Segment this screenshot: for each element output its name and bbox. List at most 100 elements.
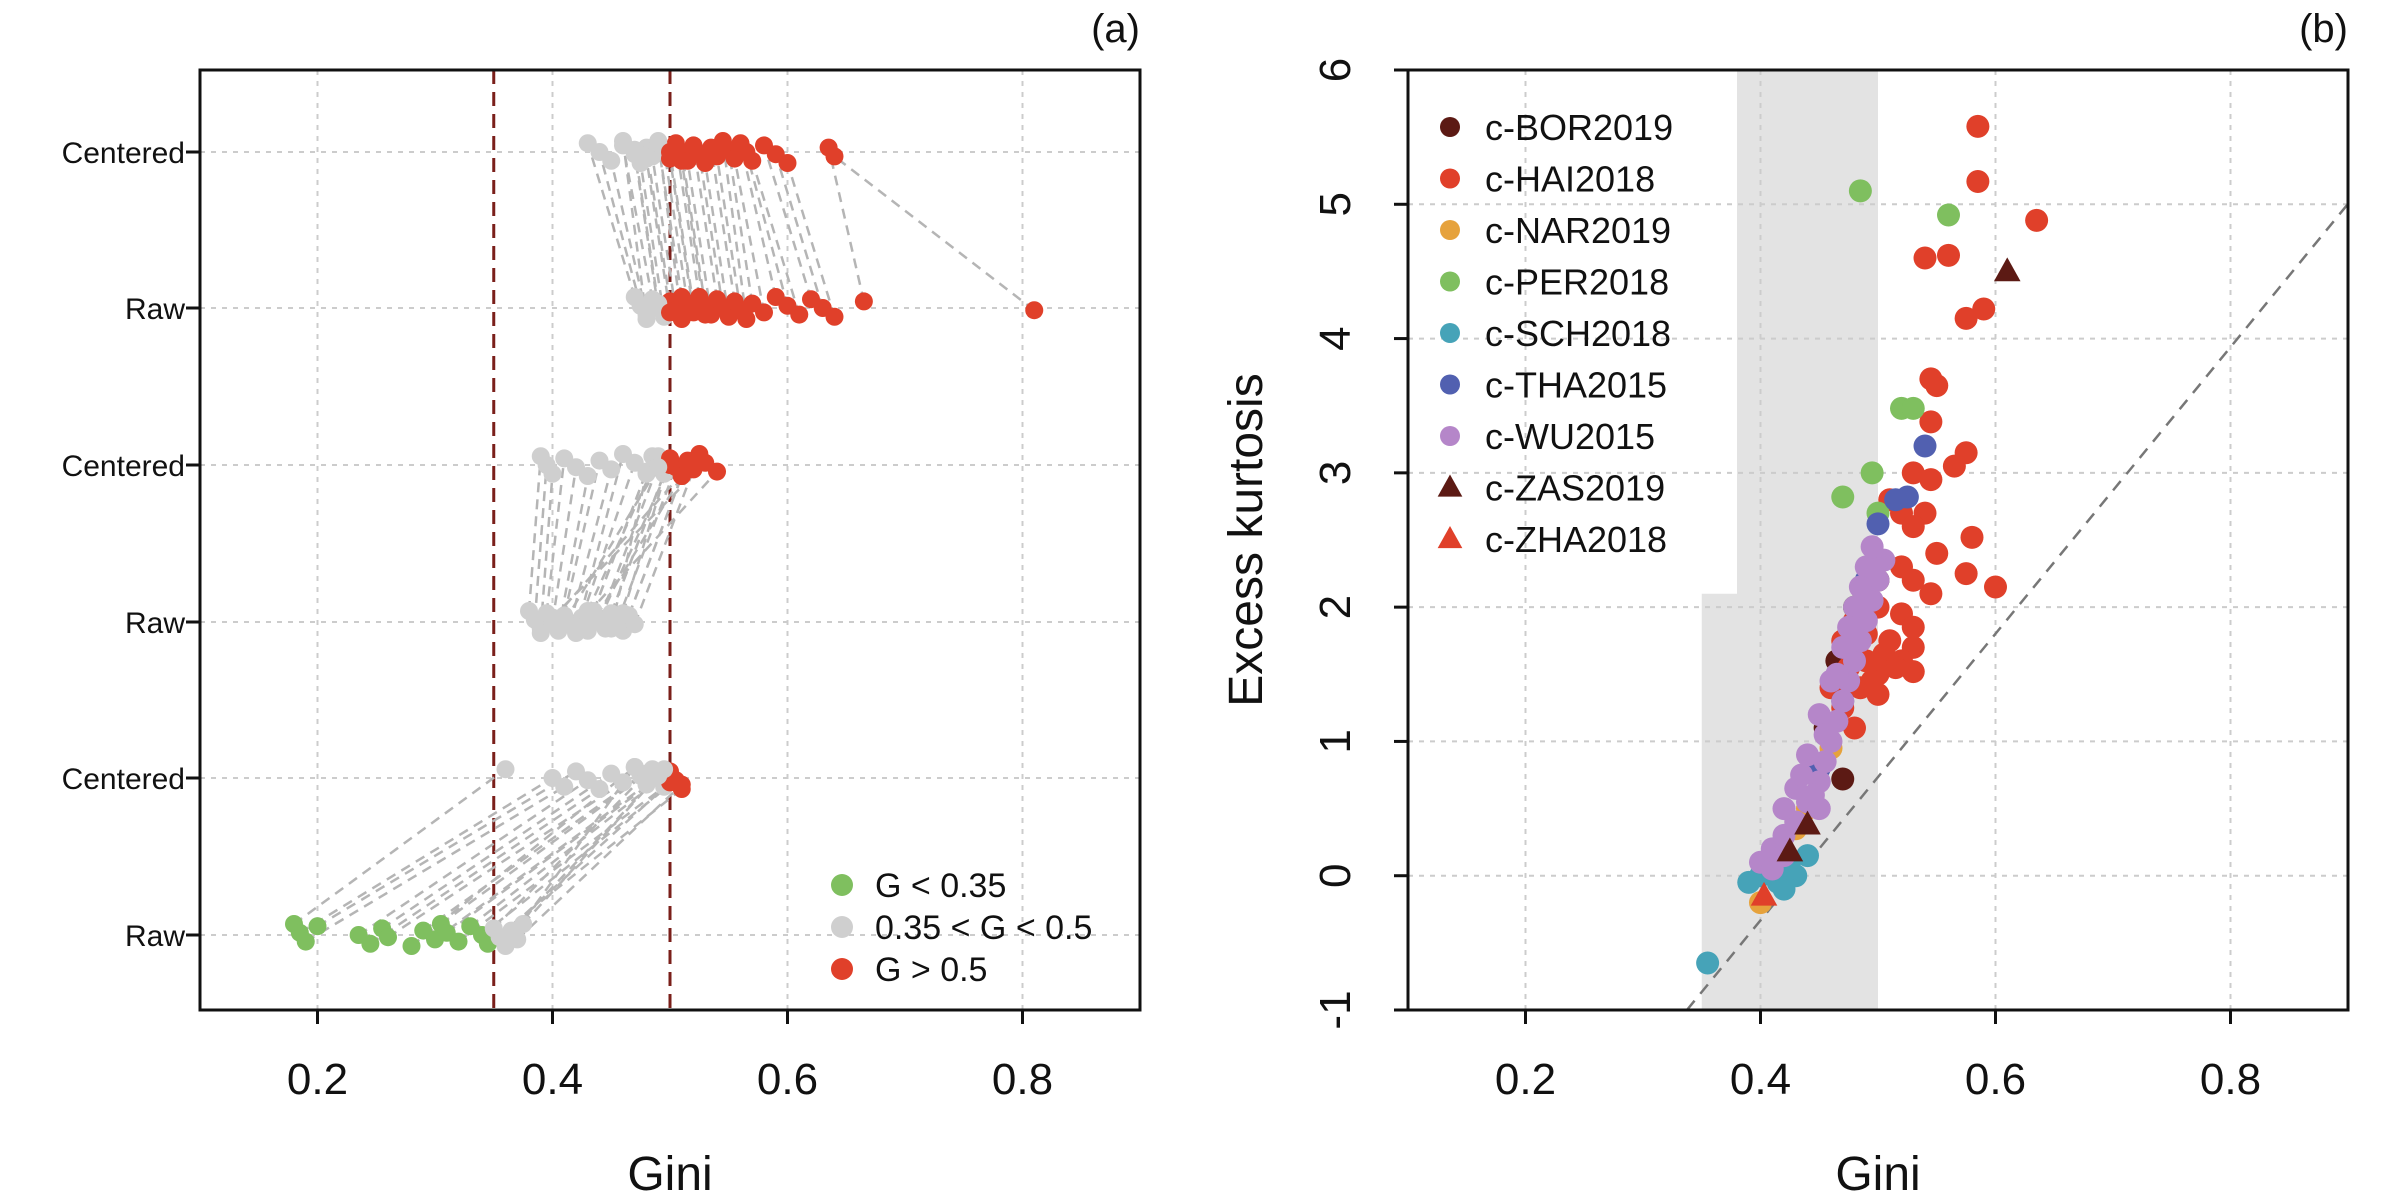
raw-point — [854, 292, 873, 311]
connector-line — [446, 776, 659, 934]
raw-point — [402, 937, 421, 955]
data-point — [1825, 662, 1849, 686]
data-point — [1813, 723, 1837, 747]
legend-marker — [1440, 271, 1460, 292]
centered-point — [496, 760, 515, 779]
y-tick-label: 0 — [1311, 863, 1360, 887]
connector-line — [469, 770, 671, 928]
connector-line — [833, 155, 1036, 312]
x-tick-label: 0.4 — [1730, 1055, 1791, 1104]
panel-a-points — [285, 132, 1044, 955]
data-point — [1954, 306, 1978, 330]
raw-point — [661, 303, 679, 322]
legend-label: c-NAR2019 — [1485, 210, 1671, 251]
data-point — [1901, 615, 1925, 639]
raw-point — [790, 305, 809, 324]
data-point — [1937, 243, 1960, 267]
data-point-triangle — [1750, 881, 1778, 906]
connector-line — [721, 140, 748, 320]
connector-line — [575, 470, 718, 628]
connector-line — [786, 162, 836, 318]
centered-point — [672, 467, 691, 485]
connector-line — [563, 460, 601, 616]
data-point — [1837, 615, 1861, 639]
connector-line — [633, 468, 695, 625]
raw-point — [696, 305, 715, 324]
connector-line — [580, 462, 636, 619]
centered-point — [614, 773, 632, 792]
connector-line — [516, 783, 683, 941]
raw-point — [578, 621, 597, 640]
panel-a-category-labels: Raw Centered Raw Centered Raw Centered — [62, 137, 200, 953]
legend-label: c-THA2015 — [1485, 365, 1667, 406]
centered-point — [649, 458, 668, 477]
raw-point — [637, 310, 656, 328]
connector-line — [651, 156, 678, 311]
connector-line — [680, 151, 707, 306]
y-tick-label: 3 — [1311, 461, 1360, 485]
connector-line — [762, 145, 813, 300]
connector-line — [715, 156, 742, 311]
x-tick-label: 0.6 — [757, 1055, 818, 1104]
raw-point — [508, 930, 527, 949]
data-point — [1796, 743, 1819, 767]
connector-line — [422, 774, 642, 932]
connector-line — [557, 475, 589, 632]
connector-line — [621, 145, 654, 300]
data-point — [1919, 468, 1943, 492]
data-point-triangle — [1993, 257, 2021, 282]
centered-point — [672, 775, 691, 794]
connector-line — [645, 147, 672, 302]
data-point — [1737, 870, 1761, 894]
legend-marker — [831, 916, 853, 938]
connector-line — [621, 458, 672, 614]
data-point — [1831, 635, 1855, 659]
raw-point — [308, 917, 327, 936]
panel-a-tag: (a) — [1091, 7, 1140, 51]
legend-marker — [1440, 374, 1460, 395]
raw-point — [296, 932, 315, 951]
connector-line — [574, 453, 625, 634]
connector-line — [621, 140, 648, 320]
connector-line — [662, 149, 689, 304]
connector-line — [510, 774, 660, 932]
centered-point — [708, 462, 726, 481]
panel-b-points — [1696, 114, 2049, 975]
data-point — [1866, 512, 1890, 536]
connector-line — [645, 158, 672, 313]
data-point — [1807, 703, 1831, 727]
connector-line — [527, 456, 542, 612]
connector-line — [639, 162, 666, 317]
panel-b-x-ticks: 0.2 0.4 0.6 0.8 — [1495, 1010, 2261, 1104]
data-point — [1696, 951, 1720, 975]
data-point — [1972, 297, 1996, 321]
data-point — [1848, 575, 1872, 599]
legend-label: c-SCH2018 — [1485, 313, 1671, 354]
connector-line — [598, 464, 672, 621]
data-point — [1901, 515, 1925, 539]
panel-b-tag: (b) — [2299, 7, 2348, 51]
data-point — [1843, 716, 1866, 740]
legend-label: c-HAI2018 — [1485, 159, 1655, 200]
data-point — [1831, 485, 1855, 509]
data-point — [1901, 461, 1925, 485]
y-tick-label: 6 — [1311, 58, 1360, 82]
data-point — [1790, 763, 1814, 787]
legend-label: G < 0.35 — [875, 867, 1006, 905]
data-point — [1813, 750, 1837, 774]
legend-marker — [831, 958, 853, 980]
connector-line — [610, 457, 672, 614]
connector-line — [381, 772, 612, 930]
data-point — [1901, 568, 1925, 592]
legend-marker — [1440, 168, 1460, 189]
connector-line — [774, 153, 824, 309]
connector-line — [387, 781, 624, 939]
connector-line — [698, 154, 725, 309]
data-point — [1772, 797, 1796, 821]
centered-point — [637, 149, 656, 168]
data-point — [1954, 562, 1978, 586]
connector-line — [633, 149, 660, 304]
connector-line — [745, 151, 789, 307]
legend-label: G > 0.5 — [875, 951, 987, 989]
connector-line — [357, 779, 589, 937]
